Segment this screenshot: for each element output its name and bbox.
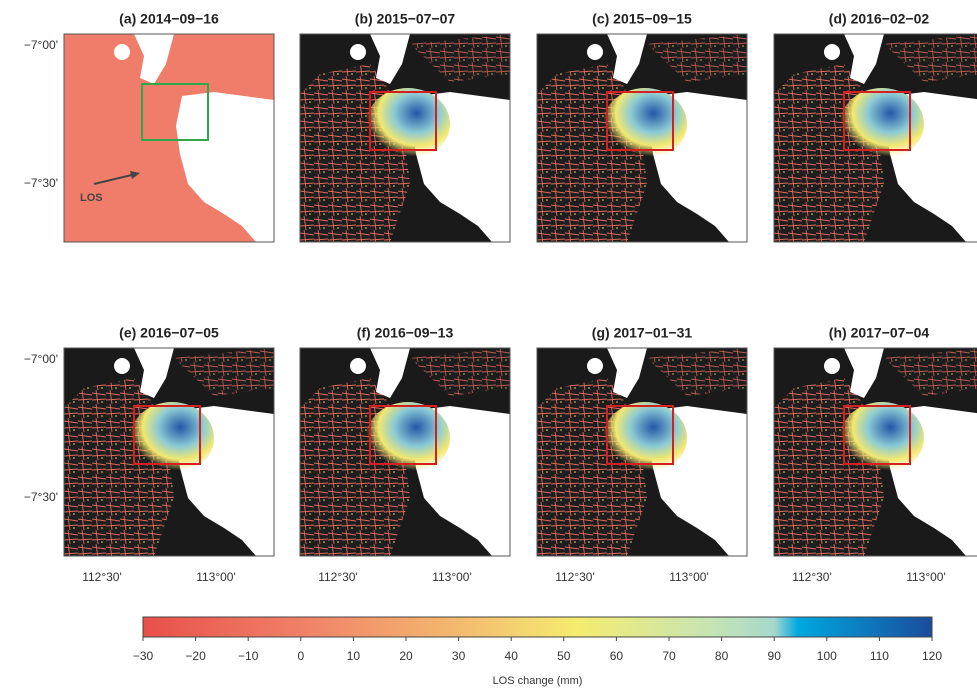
map xyxy=(300,34,510,242)
colorbar-tick-label: 60 xyxy=(610,649,624,663)
colorbar-tick-label: 20 xyxy=(399,649,413,663)
lon-label: 113°00' xyxy=(432,570,472,584)
colorbar-tick-label: 40 xyxy=(505,649,519,663)
lat-label: −7°30' xyxy=(24,490,58,504)
map xyxy=(300,348,510,556)
map xyxy=(64,348,274,556)
panel-title: (h) 2017−07−04 xyxy=(829,325,930,341)
colorbar xyxy=(143,617,932,637)
colorbar-tick-label: 10 xyxy=(347,649,361,663)
panel-title: (f) 2016−09−13 xyxy=(357,325,454,341)
lon-label: 113°00' xyxy=(196,570,236,584)
map-panel xyxy=(774,34,977,242)
colorbar-tick-label: 70 xyxy=(662,649,676,663)
colorbar-tick-label: 110 xyxy=(870,649,889,663)
map-panel xyxy=(774,348,977,556)
map-panel xyxy=(537,348,747,556)
lon-label: 112°30' xyxy=(318,570,358,584)
colorbar-tick-label: 100 xyxy=(817,649,837,663)
lat-label: −7°00' xyxy=(24,352,58,366)
map-panel xyxy=(300,348,510,556)
colorbar-tick-label: 90 xyxy=(768,649,782,663)
lon-label: 113°00' xyxy=(906,570,946,584)
colorbar-tick-label: −30 xyxy=(133,649,154,663)
lat-label: −7°30' xyxy=(24,176,58,190)
colorbar-tick-label: −10 xyxy=(238,649,259,663)
colorbar-label: LOS change (mm) xyxy=(493,675,583,687)
panel-title: (a) 2014−09−16 xyxy=(119,11,219,27)
panel-title: (b) 2015−07−07 xyxy=(355,11,456,27)
lon-label: 112°30' xyxy=(555,570,595,584)
map-panel xyxy=(300,34,510,242)
panel-title: (e) 2016−07−05 xyxy=(119,325,219,341)
colorbar-tick-label: 50 xyxy=(557,649,571,663)
map xyxy=(537,34,747,242)
map xyxy=(774,34,977,242)
colorbar-tick-label: 80 xyxy=(715,649,729,663)
lon-label: 113°00' xyxy=(669,570,709,584)
map xyxy=(537,348,747,556)
lon-label: 112°30' xyxy=(792,570,832,584)
colorbar-tick-label: 30 xyxy=(452,649,466,663)
map xyxy=(64,34,274,242)
lat-label: −7°00' xyxy=(24,38,58,52)
panel-title: (d) 2016−02−02 xyxy=(829,11,930,27)
map-panel xyxy=(64,348,274,556)
map xyxy=(774,348,977,556)
colorbar-tick-label: 120 xyxy=(922,649,942,663)
colorbar-tick-label: 0 xyxy=(297,649,304,663)
panel-title: (g) 2017−01−31 xyxy=(592,325,693,341)
map-panel xyxy=(537,34,747,242)
panel-title: (c) 2015−09−15 xyxy=(592,11,692,27)
lon-label: 112°30' xyxy=(82,570,122,584)
map-panel: LOS xyxy=(64,34,274,242)
los-label: LOS xyxy=(80,192,103,204)
figure: (a) 2014−09−16 LOS −7°00' −7°30' (b) 2015−07… xyxy=(0,0,977,693)
colorbar-tick-label: −20 xyxy=(185,649,206,663)
